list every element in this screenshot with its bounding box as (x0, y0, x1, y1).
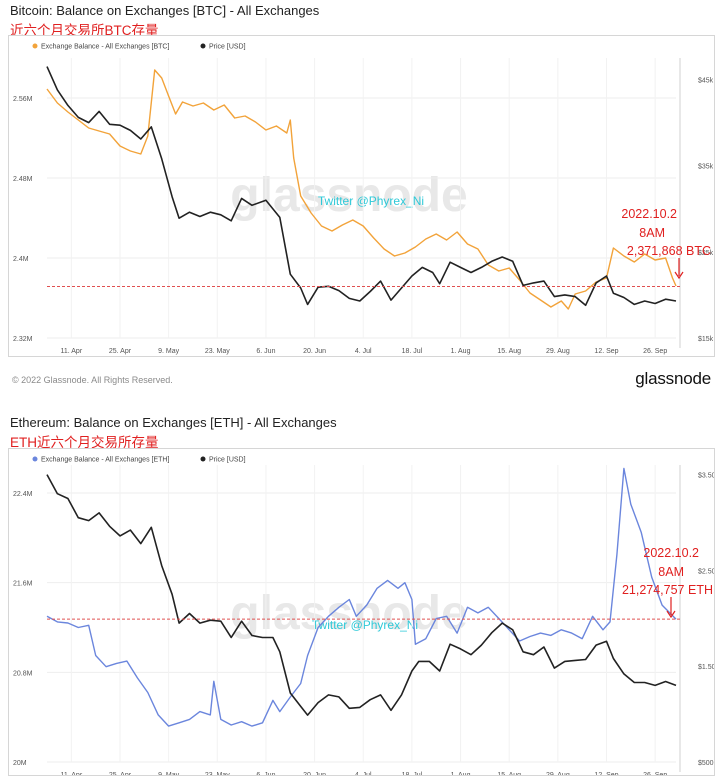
btc-copyright: © 2022 Glassnode. All Rights Reserved. (12, 375, 173, 385)
btc-x-tick: 18. Jul (402, 348, 423, 355)
btc-x-tick: 4. Jul (355, 348, 372, 355)
btc-annotation-value: 2,371,868 BTC (627, 244, 711, 258)
eth-watermark: glassnode (230, 587, 467, 640)
eth-y-right-tick: $500 (698, 760, 714, 767)
btc-chart: Exchange Balance - All Exchanges [BTC] P… (13, 43, 714, 355)
eth-annotation-time: 8AM (658, 565, 684, 579)
eth-x-tick: 20. Jun (303, 772, 326, 775)
eth-y-right-tick: $3.50k (698, 473, 714, 480)
eth-x-tick: 1. Aug (451, 772, 471, 775)
btc-annotation: 2022.10.2 8AM 2,371,868 BTC (621, 207, 711, 280)
btc-legend-price: Price [USD] (209, 44, 246, 51)
eth-legend-balance-swatch (32, 456, 38, 462)
btc-legend-price-swatch (200, 43, 206, 49)
btc-x-tick: 1. Aug (451, 348, 471, 355)
btc-x-tick: 9. May (158, 348, 180, 355)
eth-y-right-tick: $1.50k (698, 664, 714, 671)
btc-y-left-tick: 2.32M (13, 336, 33, 343)
btc-y-left-tick: 2.4M (13, 256, 29, 263)
btc-legend-balance-swatch (32, 43, 38, 49)
btc-x-tick: 20. Jun (303, 348, 326, 355)
eth-legend: Exchange Balance - All Exchanges [ETH] P… (32, 456, 246, 464)
btc-x-tick: 26. Sep (643, 348, 667, 355)
eth-annotation-date: 2022.10.2 (643, 546, 699, 560)
eth-x-tick: 23. May (205, 772, 230, 775)
eth-chart-subtitle: ETH近六个月交易所存量 (10, 435, 159, 450)
eth-y-left-tick: 22.4M (13, 491, 33, 498)
btc-chart-title: Bitcoin: Balance on Exchanges [BTC] - Al… (10, 3, 320, 18)
btc-y-left-tick: 2.48M (13, 176, 33, 183)
eth-x-tick: 6. Jun (256, 772, 275, 775)
btc-y-right-tick: $25k (698, 250, 714, 257)
btc-panel: Bitcoin: Balance on Exchanges [BTC] - Al… (8, 3, 715, 388)
eth-balance-line (46, 467, 677, 727)
btc-annotation-date: 2022.10.2 (621, 207, 677, 221)
eth-legend-price: Price [USD] (209, 457, 246, 464)
eth-x-tick: 25. Apr (109, 772, 132, 775)
btc-x-tick: 11. Apr (60, 348, 82, 355)
brand-logo-text: glassnode (635, 369, 711, 388)
eth-y-left-tick: 20M (13, 760, 27, 767)
btc-plot-layer: 2.32M 2.4M 2.48M 2.56M $15k $25k $35k $45k 11. A… (13, 58, 714, 355)
btc-x-tick: 23. May (205, 348, 230, 355)
eth-legend-price-swatch (200, 456, 206, 462)
eth-annotation-value: 21,274,757 ETH (622, 583, 713, 597)
btc-chart-frame: Exchange Balance - All Exchanges [BTC] P… (8, 35, 715, 357)
eth-panel: Ethereum: Balance on Exchanges [ETH] - A… (0, 412, 719, 779)
eth-y-left-tick: 21.6M (13, 581, 33, 588)
btc-twitter-tag: Twitter @Phyrex_Ni (318, 194, 424, 208)
btc-annotation-arrow (674, 258, 684, 280)
eth-price-line (46, 474, 677, 716)
eth-x-tick: 15. Aug (497, 772, 521, 775)
eth-x-tick: 26. Sep (643, 772, 667, 775)
btc-x-tick: 6. Jun (256, 348, 275, 355)
btc-y-right-tick: $35k (698, 164, 714, 171)
eth-y-right-tick: $2.50k (698, 568, 714, 575)
eth-legend-balance: Exchange Balance - All Exchanges [ETH] (41, 457, 169, 464)
eth-x-tick: 4. Jul (355, 772, 372, 775)
btc-price-line (46, 66, 677, 307)
btc-balance-line (46, 69, 677, 310)
eth-x-tick: 12. Sep (594, 772, 618, 775)
eth-x-tick: 29. Aug (546, 772, 570, 775)
btc-legend-balance: Exchange Balance - All Exchanges [BTC] (41, 44, 169, 51)
btc-legend: Exchange Balance - All Exchanges [BTC] P… (32, 43, 246, 51)
eth-plot-layer: 20M 20.8M 21.6M 22.4M $500 $1.50k $2.50k $3.50k… (13, 465, 719, 779)
eth-x-tick: 9. May (158, 772, 180, 775)
btc-x-tick: 15. Aug (497, 348, 521, 355)
eth-chart-frame: Exchange Balance - All Exchanges [ETH] P… (8, 448, 719, 779)
eth-y-left-tick: 20.8M (13, 670, 33, 677)
eth-annotation-arrow (666, 597, 676, 619)
btc-annotation-time: 8AM (639, 226, 665, 240)
btc-x-tick: 25. Apr (109, 348, 132, 355)
eth-annotation: 2022.10.2 8AM 21,274,757 ETH (622, 546, 713, 619)
btc-y-left-tick: 2.56M (13, 96, 33, 103)
btc-y-right-tick: $45k (698, 78, 714, 85)
btc-x-tick: 12. Sep (594, 348, 618, 355)
btc-x-tick: 29. Aug (546, 348, 570, 355)
eth-chart: Exchange Balance - All Exchanges [ETH] P… (13, 456, 719, 779)
eth-x-tick: 11. Apr (60, 772, 82, 775)
eth-x-tick: 18. Jul (402, 772, 423, 775)
btc-y-right-tick: $15k (698, 336, 714, 343)
eth-chart-title: Ethereum: Balance on Exchanges [ETH] - A… (10, 415, 337, 430)
eth-twitter-tag: Twitter @Phyrex_Ni (312, 618, 418, 632)
btc-chart-subtitle: 近六个月交易所BTC存量 (10, 23, 159, 38)
